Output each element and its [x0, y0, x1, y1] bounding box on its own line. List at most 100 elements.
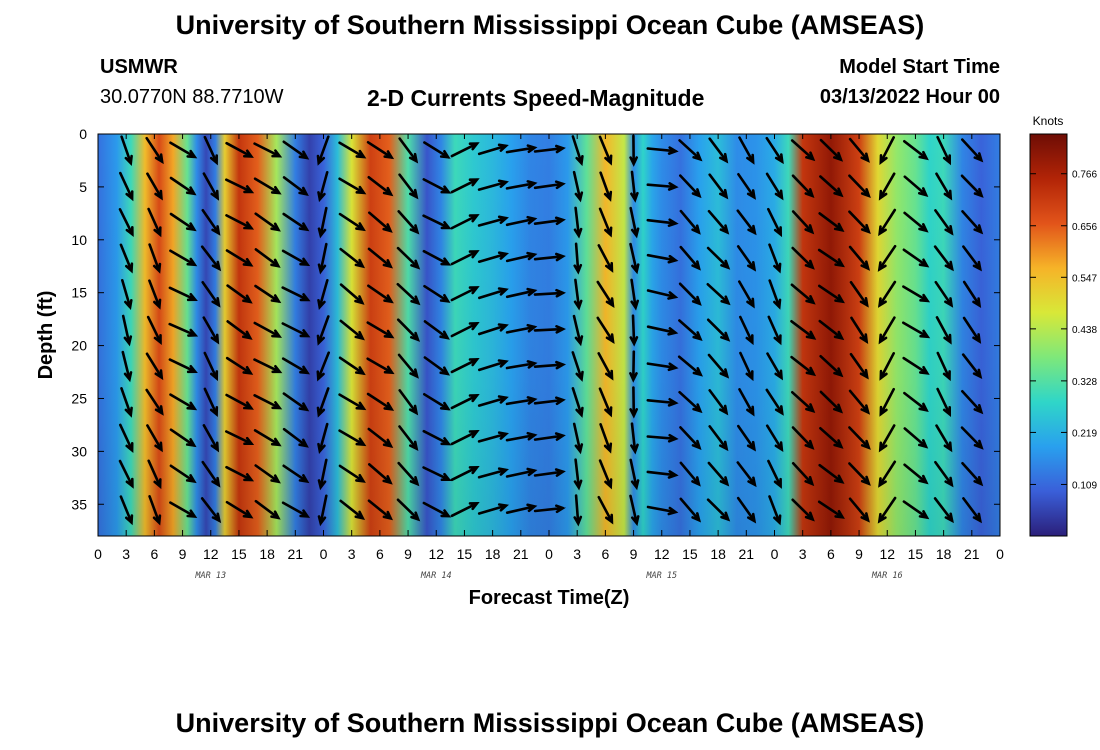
current-vector-arrow — [629, 494, 640, 527]
x-tick-label: 18 — [936, 546, 952, 562]
current-vector-arrow — [477, 503, 509, 515]
current-vector-arrow — [878, 172, 896, 201]
current-vector-arrow — [738, 388, 755, 417]
current-vector-arrow — [678, 390, 703, 414]
x-tick-label: 21 — [513, 546, 529, 562]
current-vector-arrow — [450, 501, 480, 518]
current-vector-arrow — [505, 431, 538, 442]
current-vector-arrow — [317, 494, 328, 527]
current-vector-arrow — [338, 177, 367, 195]
current-vector-arrow — [119, 243, 134, 274]
current-vector-arrow — [281, 501, 311, 518]
current-vector-arrow — [505, 251, 538, 263]
current-vector-arrow — [225, 430, 255, 445]
current-vector-arrow — [646, 253, 679, 264]
current-vector-arrow — [533, 180, 566, 190]
current-vector-arrow — [598, 207, 613, 238]
current-vector-arrow — [478, 287, 509, 300]
current-vector-arrow — [505, 180, 538, 190]
current-vector-arrow — [253, 321, 283, 338]
current-vector-arrow — [738, 136, 755, 165]
current-vector-arrow — [225, 465, 255, 482]
current-vector-arrow — [765, 172, 784, 201]
current-vector-arrow — [765, 136, 784, 165]
x-tick-label: 0 — [545, 546, 553, 562]
current-vector-arrow — [225, 393, 254, 410]
current-vector-arrow — [818, 319, 845, 341]
current-vector-arrow — [936, 135, 951, 166]
current-vector-arrow — [367, 284, 394, 304]
current-vector-arrow — [630, 422, 639, 455]
current-vector-arrow — [599, 423, 613, 454]
current-vector-arrow — [477, 215, 509, 227]
date-label: MAR 16 — [871, 571, 903, 581]
current-vector-arrow — [706, 318, 731, 342]
current-vector-arrow — [678, 139, 703, 162]
current-vector-arrow — [791, 210, 815, 235]
current-vector-arrow — [169, 141, 198, 159]
current-vector-arrow — [505, 144, 538, 154]
current-vector-arrow — [119, 495, 134, 526]
current-vector-arrow — [736, 461, 757, 488]
current-vector-arrow — [225, 214, 255, 230]
y-tick-label: 30 — [71, 443, 87, 459]
current-vector-arrow — [736, 245, 757, 272]
x-tick-label: 6 — [376, 546, 384, 562]
current-vectors — [118, 134, 984, 527]
current-vector-arrow — [120, 135, 133, 166]
station-coordinates: 30.0770N 88.7710W — [100, 86, 284, 108]
current-vector-arrow — [505, 215, 538, 227]
current-vector-arrow — [423, 284, 451, 303]
current-vector-arrow — [168, 322, 199, 337]
current-vector-arrow — [790, 320, 817, 340]
current-vector-arrow — [145, 352, 164, 381]
model-start-value: 03/13/2022 Hour 00 — [819, 86, 1000, 108]
current-vector-arrow — [146, 172, 163, 201]
current-vector-arrow — [903, 391, 929, 413]
current-vector-arrow — [677, 355, 703, 377]
current-vector-arrow — [282, 140, 310, 160]
current-vector-arrow — [253, 358, 283, 374]
current-vector-arrow — [203, 387, 219, 417]
current-vector-arrow — [708, 137, 729, 164]
current-vector-arrow — [200, 245, 222, 272]
current-vector-arrow — [790, 139, 816, 162]
current-vector-arrow — [533, 216, 566, 226]
current-vector-arrow — [596, 280, 615, 308]
current-vector-arrow — [877, 280, 897, 308]
current-vector-arrow — [765, 388, 784, 416]
current-vector-arrow — [202, 316, 220, 345]
current-vector-arrow — [817, 500, 845, 519]
current-vector-arrow — [282, 427, 309, 448]
current-vector-arrow — [791, 498, 815, 522]
current-vector-arrow — [902, 248, 930, 268]
current-vector-arrow — [678, 319, 703, 341]
current-vector-arrow — [533, 288, 566, 298]
current-vector-arrow — [169, 428, 197, 448]
current-vector-arrow — [148, 279, 162, 310]
current-vector-arrow — [317, 171, 329, 203]
current-vector-arrow — [768, 279, 782, 310]
current-vector-arrow — [316, 351, 330, 382]
current-vector-arrow — [396, 318, 421, 342]
current-vector-arrow — [147, 459, 162, 490]
current-vector-arrow — [708, 389, 729, 416]
current-vector-arrow — [935, 172, 953, 201]
current-vector-arrow — [767, 315, 782, 346]
current-vector-arrow — [282, 212, 310, 232]
current-vector-arrow — [572, 314, 584, 347]
current-vector-arrow — [819, 175, 844, 198]
current-vector-arrow — [573, 494, 583, 527]
current-vector-arrow — [450, 142, 480, 158]
current-vector-arrow — [790, 355, 817, 377]
x-tick-label: 21 — [964, 546, 980, 562]
current-vector-arrow — [935, 316, 952, 345]
x-axis-ticks: 0 3 6 9 12 15 18 21 0 3 6 9 12 15 18 21 0 3 6 9 12 15 18 21 0 3 6 9… — [94, 134, 1004, 562]
current-vector-arrow — [281, 249, 311, 267]
current-vector-arrow — [533, 325, 566, 334]
colorbar-tick-label: 0.328 — [1072, 377, 1097, 388]
current-vector-arrow — [422, 178, 452, 194]
current-vector-arrow — [961, 138, 984, 163]
current-vector-arrow — [316, 315, 330, 346]
current-vector-arrow — [736, 209, 757, 236]
